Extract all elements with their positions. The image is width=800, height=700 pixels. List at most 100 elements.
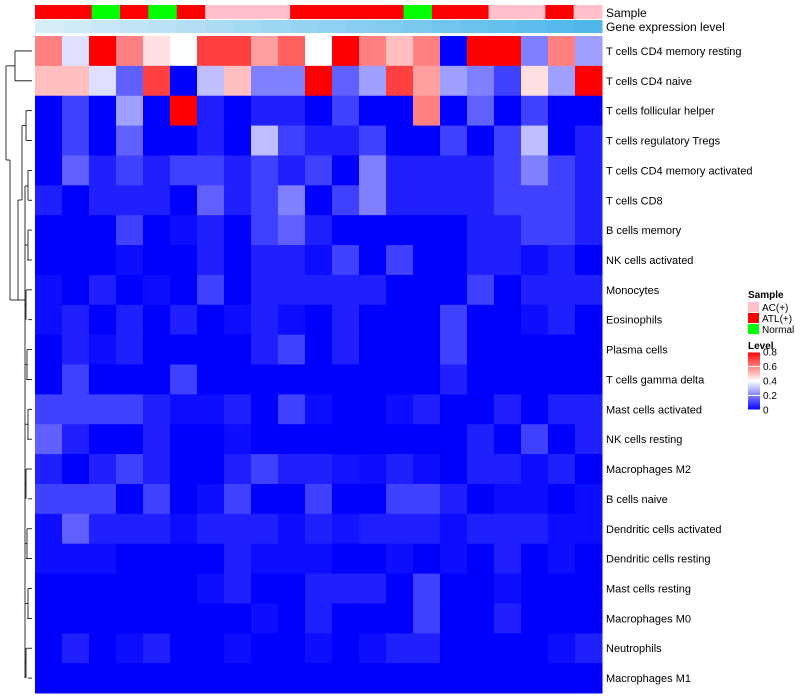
heatmap-cell — [305, 394, 333, 425]
heatmap-cell — [89, 215, 117, 246]
heatmap-cell — [359, 424, 387, 455]
heatmap-cell — [413, 543, 441, 575]
heatmap-cell — [521, 364, 549, 395]
heatmap-cell — [440, 334, 468, 365]
heatmap-cell — [467, 633, 495, 664]
heatmap-cell — [548, 334, 576, 365]
heatmap-cell — [332, 663, 360, 694]
heatmap-cell — [548, 543, 576, 575]
heatmap-cell — [143, 573, 171, 604]
heatmap-cell — [116, 155, 144, 186]
heatmap-cell — [332, 633, 360, 664]
heatmap-cell — [494, 483, 522, 515]
heatmap-cell — [89, 185, 117, 216]
heatmap-cell — [278, 215, 306, 246]
heatmap-cell — [143, 483, 171, 515]
row-label: B cells memory — [606, 225, 682, 237]
heatmap-cell — [224, 394, 252, 425]
heatmap-cell — [305, 245, 333, 276]
heatmap-cell — [143, 274, 171, 306]
heatmap-cell — [278, 125, 306, 156]
heatmap-cell — [575, 36, 603, 67]
heatmap-cell — [170, 155, 198, 186]
sample-annotation-cell — [148, 5, 178, 19]
heatmap-cell — [143, 155, 171, 186]
heatmap-cell — [467, 663, 495, 694]
heatmap-cell — [197, 304, 225, 336]
legend-level-tick-label: 0.2 — [763, 391, 777, 402]
heatmap-cell — [278, 603, 306, 634]
heatmap-cell — [224, 424, 252, 455]
heatmap-cell — [116, 274, 144, 306]
heatmap-cell — [197, 245, 225, 276]
heatmap-cell — [521, 543, 549, 575]
heatmap-cell — [62, 36, 90, 67]
heatmap-cell — [359, 95, 387, 127]
sample-annotation-cell — [63, 5, 93, 19]
heatmap-cell — [413, 125, 441, 156]
legend-level-tick-label: 0 — [763, 406, 769, 417]
heatmap-cell — [224, 663, 252, 694]
row-label: Macrophages M0 — [606, 613, 691, 625]
heatmap-cell — [521, 513, 549, 545]
sample-annotation-cell — [176, 5, 206, 19]
heatmap-cell — [62, 364, 90, 395]
heatmap-cell — [251, 364, 279, 395]
row-label: T cells regulatory Tregs — [606, 136, 721, 148]
heatmap-cell — [413, 36, 441, 67]
heatmap-cell — [224, 274, 252, 306]
heatmap-cell — [170, 185, 198, 216]
heatmap-cell — [575, 95, 603, 127]
heatmap-cell — [467, 454, 495, 485]
heatmap-cell — [197, 663, 225, 694]
heatmap-cell — [278, 543, 306, 575]
gene-level-annotation-cell — [261, 20, 291, 33]
heatmap-cell — [548, 245, 576, 276]
heatmap-cell — [305, 603, 333, 634]
heatmap-cell — [521, 394, 549, 425]
heatmap-cell — [548, 424, 576, 455]
gene-level-annotation-cell — [516, 20, 546, 33]
heatmap-cell — [116, 334, 144, 365]
heatmap-cell — [467, 65, 495, 97]
heatmap-cell — [197, 543, 225, 575]
heatmap-cell — [305, 663, 333, 694]
heatmap-cell — [35, 65, 63, 97]
heatmap-cell — [467, 543, 495, 575]
heatmap-cell — [440, 304, 468, 336]
heatmap-cell — [548, 603, 576, 634]
heatmap-cell — [251, 334, 279, 365]
heatmap-cell — [332, 65, 360, 97]
legend-sample-label: Normal — [762, 325, 794, 336]
heatmap-cell — [116, 513, 144, 545]
heatmap-cell — [197, 364, 225, 395]
heatmap-cell — [170, 513, 198, 545]
heatmap-cell — [575, 633, 603, 664]
heatmap-cell — [521, 424, 549, 455]
heatmap-cell — [359, 185, 387, 216]
heatmap-cell — [278, 155, 306, 186]
heatmap-cell — [305, 215, 333, 246]
sample-annotation-cell — [516, 5, 546, 19]
heatmap-cell — [197, 483, 225, 515]
heatmap-cell — [116, 304, 144, 336]
heatmap-cell — [440, 215, 468, 246]
gene-level-annotation-cell — [120, 20, 149, 33]
heatmap-cell — [494, 364, 522, 395]
legend-level-title: Level — [748, 341, 774, 352]
heatmap-cell — [170, 245, 198, 276]
heatmap-cell — [494, 36, 522, 67]
heatmap-cell — [278, 95, 306, 127]
heatmap-cell — [116, 36, 144, 67]
heatmap-cell — [575, 304, 603, 336]
heatmap-cell — [197, 334, 225, 365]
heatmap-cell — [251, 483, 279, 515]
heatmap-cell — [575, 245, 603, 276]
heatmap-cell — [548, 454, 576, 485]
heatmap-cell — [116, 633, 144, 664]
heatmap-cell — [278, 394, 306, 425]
legend-sample-title: Sample — [748, 290, 784, 301]
heatmap-cell — [413, 364, 441, 395]
heatmap-cell — [224, 185, 252, 216]
heatmap-cell — [575, 424, 603, 455]
